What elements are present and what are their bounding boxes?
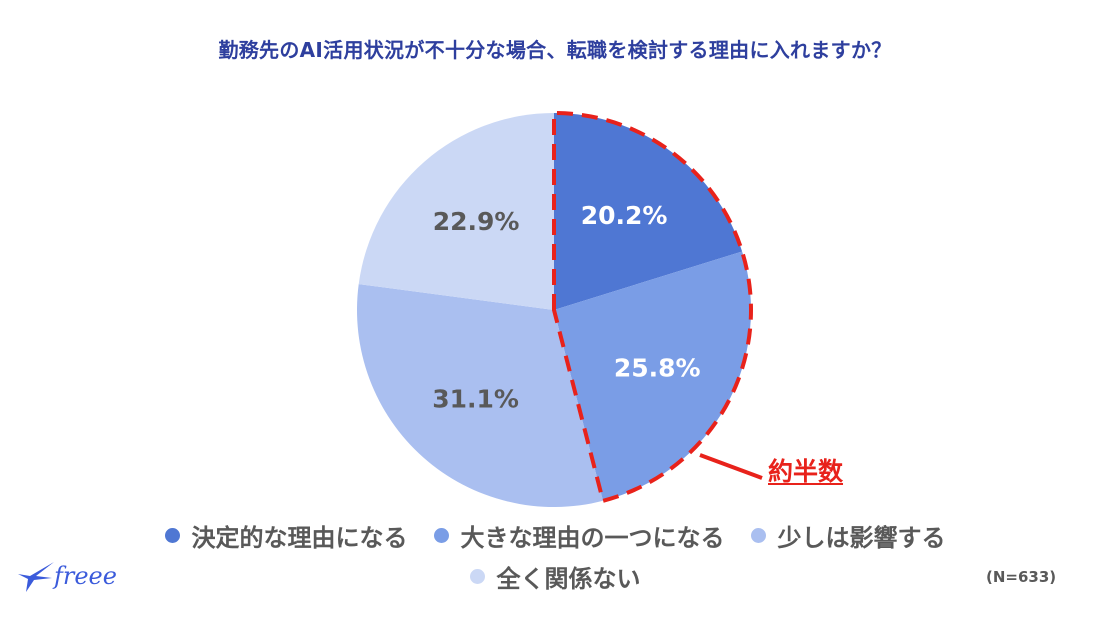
legend-row-1: 決定的な理由になる 大きな理由の一つになる 少しは影響する bbox=[0, 518, 1110, 553]
legend-dot-icon bbox=[164, 528, 180, 543]
legend-label: 全く関係ない bbox=[496, 565, 641, 593]
slice-labels: 20.2% 25.8% 31.1% 22.9% bbox=[432, 201, 700, 414]
pie-slice bbox=[356, 284, 603, 507]
chart-title: 勤務先のAI活用状況が不十分な場合、転職を検討する理由に入れますか？ bbox=[218, 38, 892, 62]
legend-label: 決定的な理由になる bbox=[191, 524, 408, 552]
pie-slice bbox=[358, 113, 554, 310]
slice-value-label: 25.8% bbox=[614, 354, 701, 383]
legend-label: 少しは影響する bbox=[777, 524, 946, 552]
legend-label: 大きな理由の一つになる bbox=[460, 524, 725, 552]
slice-value-label: 31.1% bbox=[432, 384, 519, 413]
pie-slice bbox=[554, 251, 752, 501]
legend-item-major[interactable]: 大きな理由の一つになる bbox=[433, 518, 725, 553]
pie-slice bbox=[554, 113, 743, 310]
legend-dot-icon bbox=[469, 569, 485, 584]
legend-item-decisive[interactable]: 決定的な理由になる bbox=[164, 518, 408, 553]
slice-value-label: 22.9% bbox=[433, 207, 520, 236]
legend-row-2: 全く関係ない bbox=[0, 559, 1110, 594]
legend-item-unrelated[interactable]: 全く関係ない bbox=[469, 559, 641, 594]
pie-slices bbox=[356, 113, 752, 507]
logo-text: freee bbox=[54, 562, 117, 590]
legend-item-slight[interactable]: 少しは影響する bbox=[750, 518, 946, 553]
legend: 決定的な理由になる 大きな理由の一つになる 少しは影響する 全く関係ない bbox=[0, 518, 1110, 594]
freee-logo: freee bbox=[16, 558, 117, 594]
legend-dot-icon bbox=[750, 528, 766, 543]
annotation-label: 約半数 bbox=[768, 457, 844, 486]
highlight-outline bbox=[552, 110, 753, 504]
slice-value-label: 20.2% bbox=[581, 201, 668, 230]
annotation-leader-line bbox=[699, 453, 763, 480]
sample-size-note: (N=633) bbox=[986, 568, 1057, 586]
legend-dot-icon bbox=[433, 528, 449, 543]
bird-logo-icon bbox=[18, 562, 54, 592]
